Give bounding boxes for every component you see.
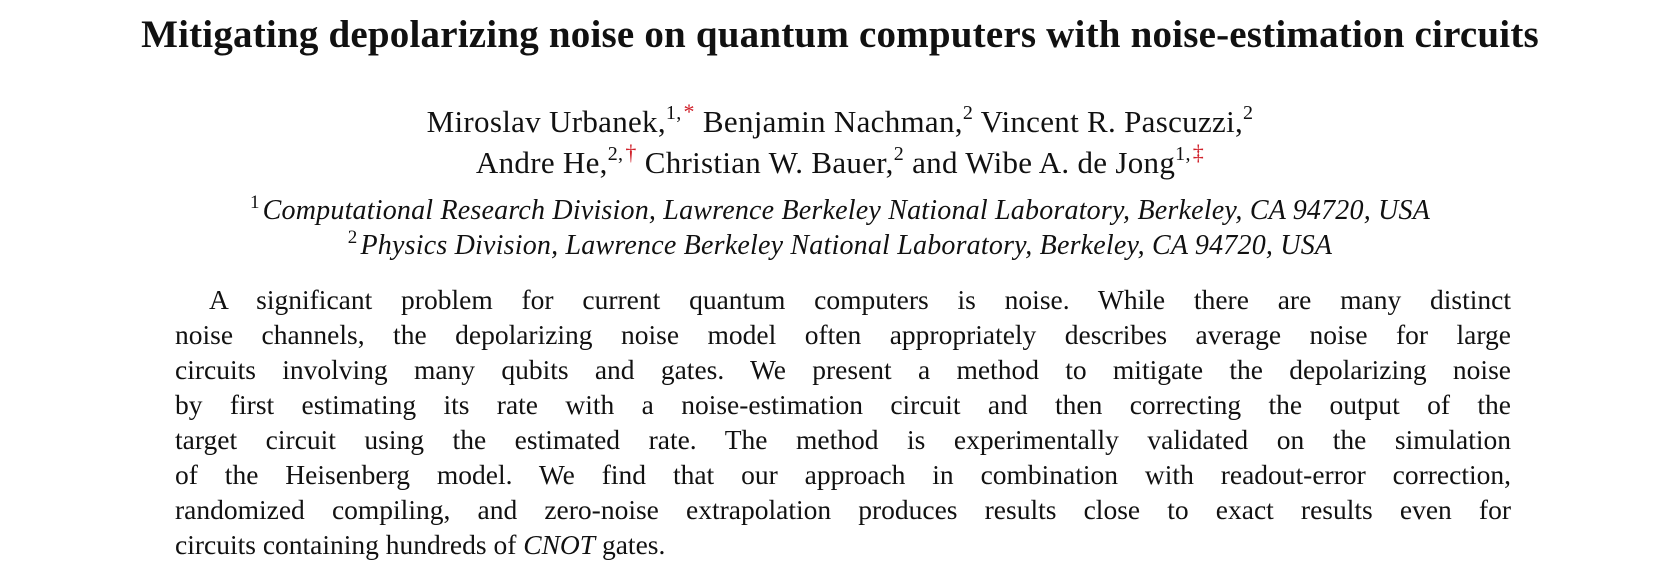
abstract-last-line: circuits containing hundreds of CNOT gat… xyxy=(175,527,1511,562)
author-affil-number: 2 xyxy=(893,143,905,165)
abstract-line: A significant problem for current quantu… xyxy=(209,284,1511,315)
paper-title: Mitigating depolarizing noise on quantum… xyxy=(141,13,1539,56)
author-affil-number: 1 xyxy=(1175,143,1186,165)
affiliation-number: 2 xyxy=(347,227,358,248)
author-name: Andre He, xyxy=(475,145,608,180)
abstract-line: of the Heisenberg model. We find that ou… xyxy=(175,459,1511,490)
abstract-line: target circuit using the estimated rate.… xyxy=(175,424,1511,455)
abstract-line: randomized compiling, and zero-noise ext… xyxy=(175,494,1511,525)
author-line-1: Miroslav Urbanek,1,* Benjamin Nachman,2 … xyxy=(426,99,1254,139)
math-cnot: CNOT xyxy=(523,529,596,560)
footnote-mark[interactable]: † xyxy=(625,140,637,165)
author-name: Miroslav Urbanek, xyxy=(426,104,666,139)
affiliation-text: Computational Research Division, Lawrenc… xyxy=(262,195,1431,226)
abstract-line: circuits involving many qubits and gates… xyxy=(175,354,1511,385)
author-name: and Wibe A. de Jong xyxy=(912,145,1176,180)
abstract-line: by first estimating its rate with a nois… xyxy=(175,389,1511,420)
author-affil-number: 2 xyxy=(962,102,974,124)
abstract: A significant problem for current quantu… xyxy=(175,282,1511,562)
author-affil-number: 2 xyxy=(1243,102,1254,124)
footnote-mark[interactable]: * xyxy=(683,99,695,124)
author-name: Benjamin Nachman, xyxy=(702,104,963,139)
author-name: Vincent R. Pascuzzi, xyxy=(980,104,1244,139)
author-line-2: Andre He,2,† Christian W. Bauer,2 and Wi… xyxy=(475,140,1205,180)
affiliation-text: Physics Division, Lawrence Berkeley Nati… xyxy=(360,230,1333,261)
affiliation-number: 1 xyxy=(249,192,260,213)
footnote-mark[interactable]: ‡ xyxy=(1192,140,1205,165)
abstract-text: circuits containing hundreds of xyxy=(175,529,517,560)
author-affil-number: 2 xyxy=(607,143,619,165)
affiliation-2: 2 Physics Division, Lawrence Berkeley Nat… xyxy=(0,227,1680,262)
author-affil-number: 1 xyxy=(665,102,677,124)
abstract-line: noise channels, the depolarizing noise m… xyxy=(175,319,1511,350)
abstract-text: gates. xyxy=(601,529,666,560)
author-name: Christian W. Bauer, xyxy=(644,145,894,180)
affiliation-1: 1 Computational Research Division, Lawren… xyxy=(0,192,1680,227)
